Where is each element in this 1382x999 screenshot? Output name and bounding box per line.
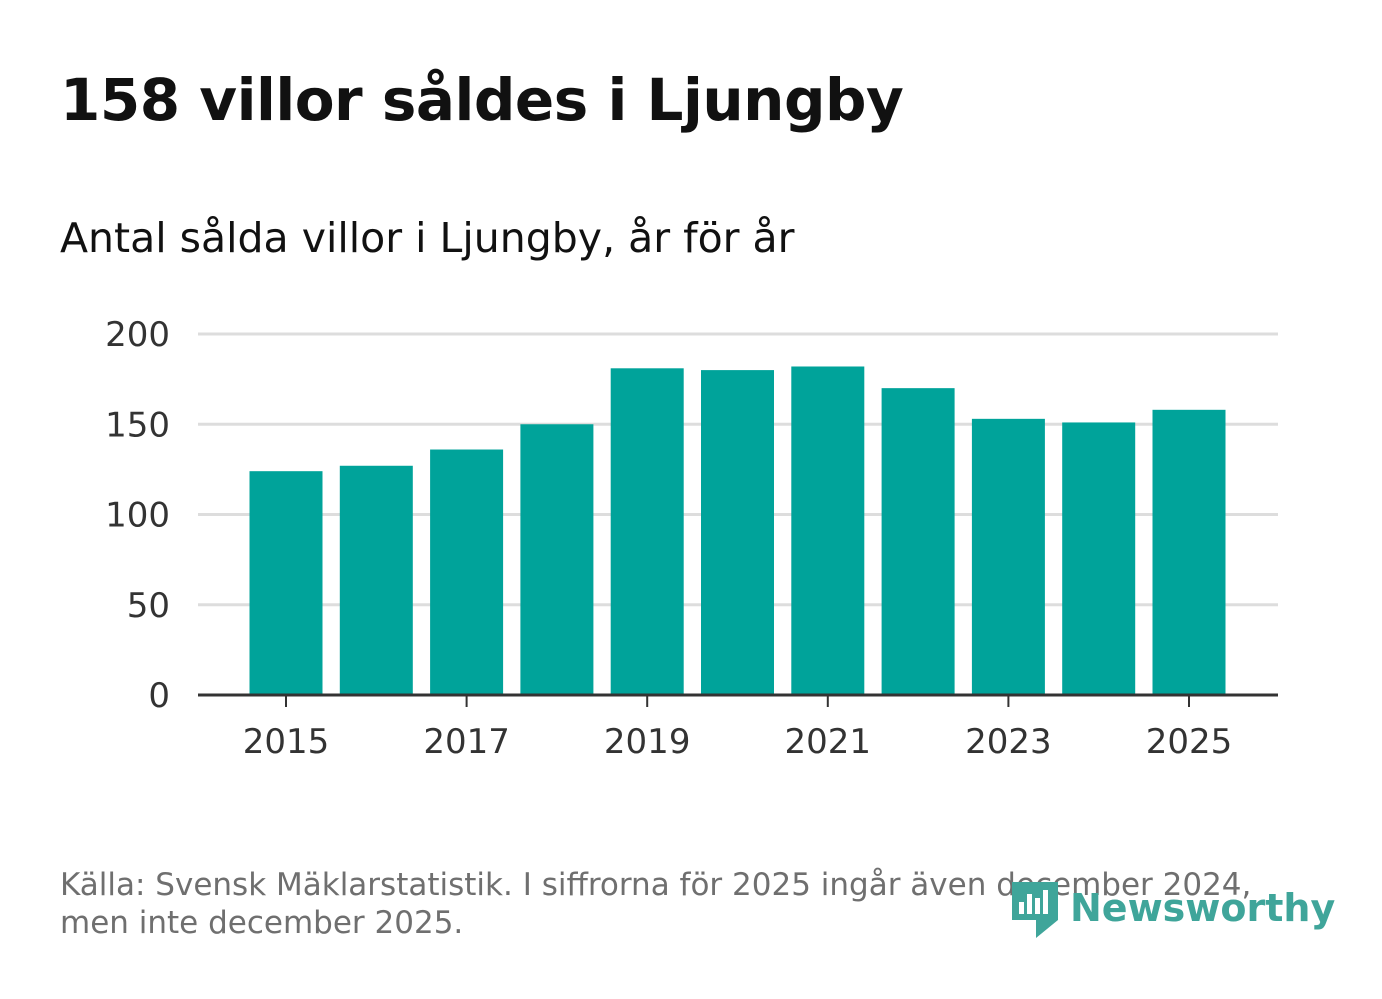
y-tick-label-0: 0 — [148, 676, 170, 716]
x-tick-label-2017: 2017 — [423, 722, 510, 762]
bar-2017 — [430, 449, 504, 695]
newsworthy-logo: Newsworthy — [1010, 876, 1335, 940]
bar-2025 — [1152, 409, 1226, 695]
bar-2015 — [249, 471, 323, 695]
x-tick-label-2019: 2019 — [604, 722, 691, 762]
bar-2016 — [339, 465, 413, 695]
bar-2020 — [701, 370, 774, 695]
x-tick-label-2021: 2021 — [785, 722, 872, 762]
bar-2019 — [610, 368, 684, 695]
newsworthy-logo-icon — [1012, 882, 1058, 938]
bar-2018 — [520, 424, 594, 695]
y-tick-label-100: 100 — [105, 496, 170, 536]
bars — [249, 366, 1226, 695]
y-tick-label-50: 50 — [127, 586, 170, 626]
chart-subtitle: Antal sålda villor i Ljungby, år för år — [60, 214, 795, 262]
x-tick-label-2015: 2015 — [243, 722, 330, 762]
bar-2023 — [971, 418, 1045, 695]
logo-text: Newsworthy — [1070, 886, 1336, 930]
bar-2021 — [791, 366, 865, 695]
y-tick-label-200: 200 — [105, 315, 170, 355]
y-tick-label-150: 150 — [105, 405, 170, 445]
axes: 0 50 100 150 200 2015 2017 2019 2021 2023 2025 — [105, 315, 1278, 762]
x-tick-label-2023: 2023 — [965, 722, 1052, 762]
bar-2024 — [1062, 422, 1136, 695]
chart-title: 158 villor såldes i Ljungby — [60, 66, 904, 134]
source-line-2: men inte december 2025. — [60, 905, 464, 941]
bar-2022 — [881, 388, 955, 695]
x-tick-label-2025: 2025 — [1146, 722, 1233, 762]
